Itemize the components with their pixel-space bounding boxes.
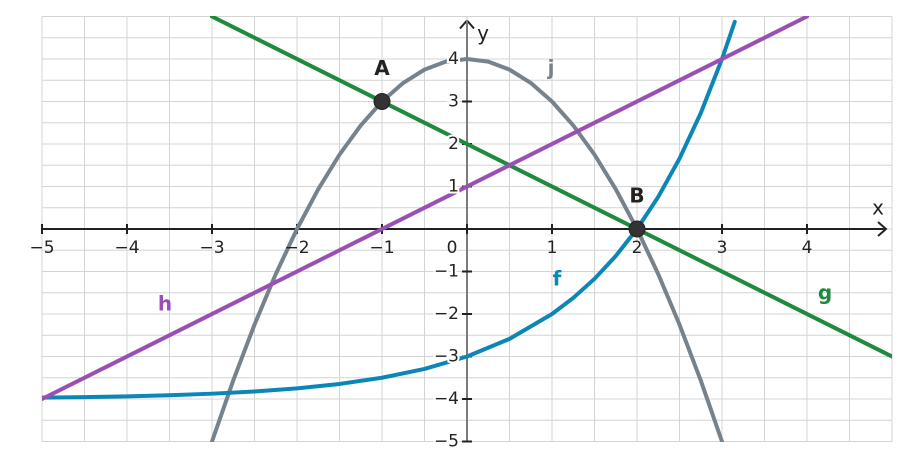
y-tick-label: −2: [434, 304, 459, 324]
x-axis-label: x: [872, 196, 884, 220]
x-tick-label: −3: [199, 238, 224, 258]
function-curve: [42, 19, 737, 400]
y-tick-label: 3: [448, 92, 459, 112]
x-tick-label: 4: [802, 238, 813, 258]
function-curve: [210, 16, 892, 359]
x-tick-label: 2: [632, 238, 643, 258]
x-tick-label: −5: [29, 238, 54, 258]
curve-label: f: [553, 267, 562, 291]
curve-label: g: [818, 281, 832, 305]
x-tick-label: 3: [717, 238, 728, 258]
x-tick-label: −4: [114, 238, 139, 258]
x-tick-label: −1: [369, 238, 394, 258]
y-tick-label: 4: [448, 49, 459, 69]
y-tick-label: −4: [434, 389, 459, 409]
curve-label: j: [547, 56, 555, 80]
y-tick-label: −3: [434, 347, 459, 367]
y-tick-label: −5: [434, 432, 459, 452]
point-label: B: [629, 184, 644, 208]
point-label: A: [374, 56, 390, 80]
x-tick-label: −2: [284, 238, 309, 258]
function-curve: [42, 16, 809, 401]
y-tick-label: −1: [434, 262, 459, 282]
y-axis-label: y: [477, 21, 489, 45]
y-tick-label: 1: [448, 177, 459, 197]
x-tick-label: 0: [447, 238, 458, 258]
y-tick-label: 2: [448, 134, 459, 154]
x-axis-arrow: [877, 221, 888, 237]
point: [373, 93, 391, 110]
x-tick-label: 1: [547, 238, 558, 258]
curve-label: h: [158, 292, 172, 316]
point: [628, 220, 646, 238]
